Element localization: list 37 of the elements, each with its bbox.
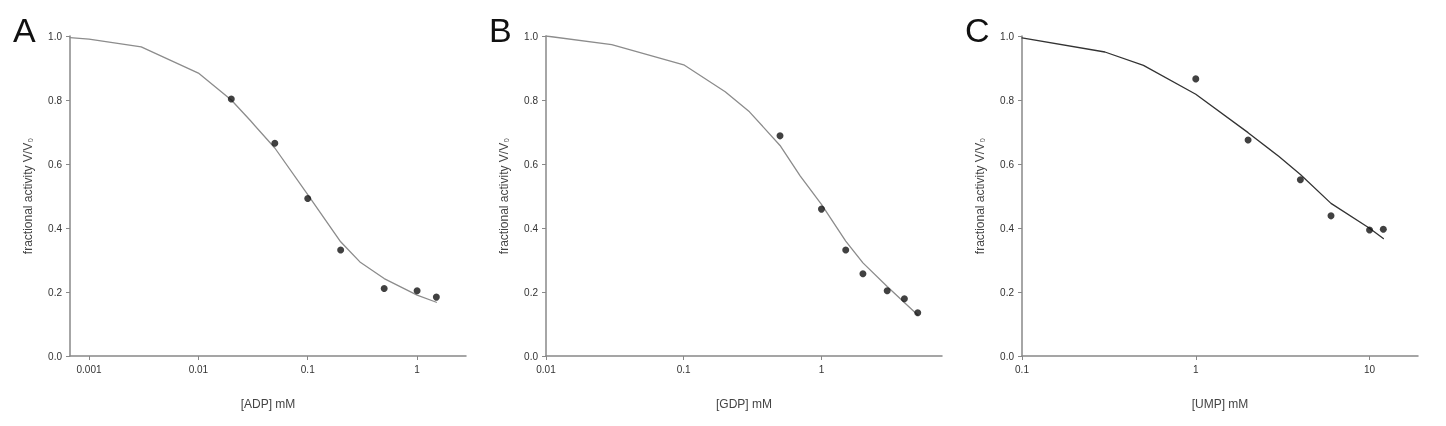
y-tick-label: 1.0 — [1000, 30, 1015, 42]
y-tick-label: 0.2 — [524, 286, 539, 298]
x-tick-label: 0.1 — [1015, 363, 1030, 375]
y-tick-label: 0.0 — [1000, 350, 1015, 362]
y-tick-label: 0.4 — [524, 222, 539, 234]
x-tick-label: 0.001 — [76, 363, 102, 375]
y-tick-label: 0.6 — [48, 158, 63, 170]
y-tick-label: 0.0 — [524, 350, 539, 362]
y-tick-label: 0.8 — [524, 94, 539, 106]
x-tick-label: 0.1 — [300, 363, 316, 375]
y-tick-label: 1.0 — [524, 30, 539, 42]
chart-title: B — [489, 11, 512, 49]
chart-title: C — [965, 11, 990, 49]
y-axis-title: fractional activity V/V₀ — [21, 137, 35, 255]
x-axis-title: [UMP] mM — [1191, 397, 1249, 411]
y-axis-title: fractional activity V/V₀ — [497, 137, 511, 255]
y-tick-label: 0.2 — [48, 286, 63, 298]
x-tick-label: 1 — [1193, 363, 1199, 375]
x-tick-label: 1 — [414, 363, 421, 375]
y-tick-label: 0.8 — [1000, 94, 1015, 106]
y-tick-label: 0.6 — [1000, 158, 1015, 170]
y-tick-label: 0.4 — [1000, 222, 1015, 234]
x-axis-title: [ADP] mM — [240, 397, 296, 411]
x-tick-label: 0.1 — [676, 363, 692, 375]
y-tick-label: 0.0 — [48, 350, 63, 362]
x-axis-title: [GDP] mM — [716, 397, 772, 411]
chart-title: A — [13, 11, 36, 49]
y-axis-title: fractional activity V/V₀ — [973, 137, 987, 255]
x-tick-label: 0.01 — [536, 363, 557, 375]
y-tick-label: 0.6 — [524, 158, 539, 170]
y-tick-label: 0.4 — [48, 222, 63, 234]
x-tick-label: 1 — [818, 363, 825, 375]
y-tick-label: 0.8 — [48, 94, 63, 106]
y-tick-label: 0.2 — [1000, 286, 1015, 298]
x-tick-label: 10 — [1364, 363, 1376, 375]
y-tick-label: 1.0 — [48, 30, 63, 42]
x-tick-label: 0.01 — [188, 363, 209, 375]
